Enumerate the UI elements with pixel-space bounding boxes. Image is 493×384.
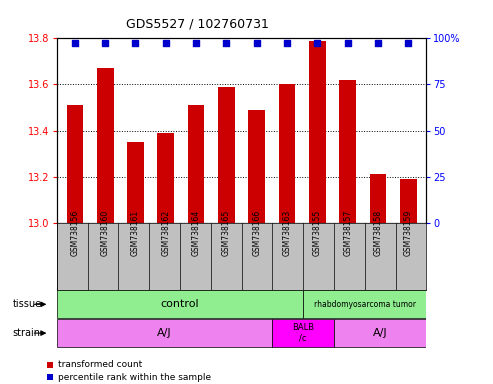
Bar — [400, 179, 417, 223]
Text: GDS5527 / 102760731: GDS5527 / 102760731 — [126, 17, 269, 30]
Point — [162, 40, 170, 46]
Bar — [57, 291, 303, 318]
Point — [314, 40, 321, 46]
Point — [71, 40, 79, 46]
Bar — [339, 80, 356, 223]
Bar — [334, 319, 426, 347]
Text: GSM738164: GSM738164 — [192, 210, 201, 257]
Text: GSM738159: GSM738159 — [404, 210, 413, 257]
Bar — [67, 105, 83, 223]
Text: tissue: tissue — [12, 299, 41, 310]
Text: GSM738163: GSM738163 — [282, 210, 291, 257]
Text: GSM738166: GSM738166 — [252, 210, 261, 257]
Text: transformed count: transformed count — [58, 361, 142, 369]
Point — [283, 40, 291, 46]
Text: GSM738157: GSM738157 — [343, 210, 352, 257]
Text: GSM738160: GSM738160 — [101, 210, 109, 257]
Point — [222, 40, 230, 46]
Bar — [303, 291, 426, 318]
Text: control: control — [161, 299, 199, 310]
Text: A/J: A/J — [157, 328, 172, 338]
Bar — [248, 110, 265, 223]
Bar — [279, 84, 295, 223]
Bar — [273, 319, 334, 347]
Bar — [127, 142, 144, 223]
Text: rhabdomyosarcoma tumor: rhabdomyosarcoma tumor — [314, 300, 416, 309]
Bar — [97, 68, 113, 223]
Point — [253, 40, 261, 46]
Text: GSM738156: GSM738156 — [70, 210, 79, 257]
Bar — [57, 319, 272, 347]
Point — [101, 40, 109, 46]
Bar — [157, 133, 174, 223]
Bar — [218, 87, 235, 223]
Text: GSM738165: GSM738165 — [222, 210, 231, 257]
Text: BALB
/c: BALB /c — [292, 323, 314, 343]
Text: strain: strain — [12, 328, 40, 338]
Bar — [188, 105, 205, 223]
Point — [192, 40, 200, 46]
Point — [404, 40, 412, 46]
Text: GSM738162: GSM738162 — [161, 210, 170, 257]
Point — [344, 40, 352, 46]
Text: GSM738161: GSM738161 — [131, 210, 140, 257]
Text: A/J: A/J — [373, 328, 387, 338]
Bar — [309, 41, 326, 223]
Point — [132, 40, 140, 46]
Text: GSM738155: GSM738155 — [313, 210, 322, 257]
Text: percentile rank within the sample: percentile rank within the sample — [58, 373, 211, 382]
Text: GSM738158: GSM738158 — [374, 210, 383, 257]
Bar — [370, 174, 387, 223]
Point — [374, 40, 382, 46]
